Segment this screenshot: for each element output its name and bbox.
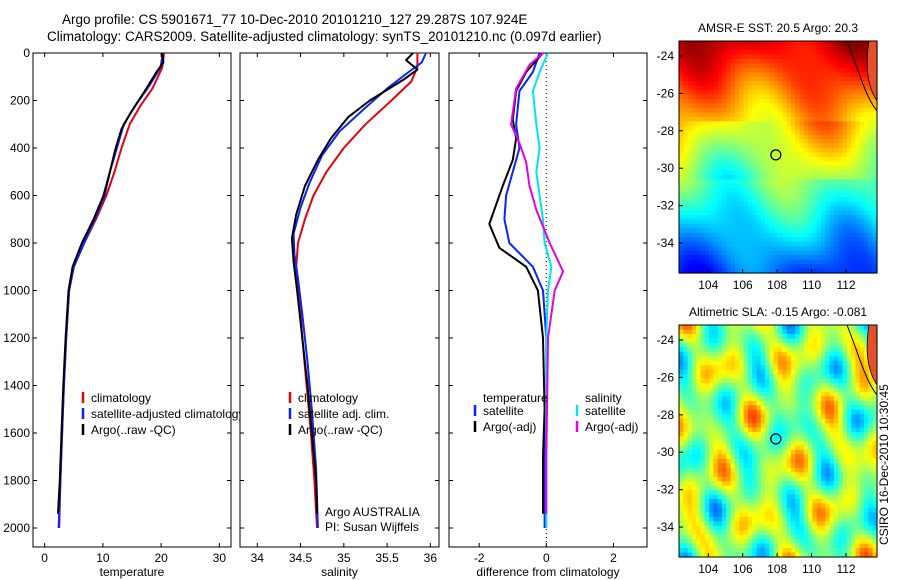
y-tick-label: 1600 bbox=[3, 426, 30, 440]
coastline bbox=[846, 40, 878, 112]
map-x-tick-label: 108 bbox=[767, 278, 787, 292]
x-tick-label: 34 bbox=[251, 551, 265, 565]
series-line-argo-raw-qc bbox=[290, 52, 419, 514]
sst_map-frame bbox=[678, 40, 878, 274]
y-tick-label: 2000 bbox=[3, 521, 30, 535]
map-x-tick-label: 108 bbox=[767, 562, 787, 576]
y-tick-label: 1200 bbox=[3, 331, 30, 345]
sst_map-raster bbox=[679, 41, 878, 274]
map-y-tick-label: -28 bbox=[657, 124, 675, 138]
sst_map-title: AMSR-E SST: 20.5 Argo: 20.3 bbox=[698, 21, 858, 35]
legend-entry-label: satellite bbox=[483, 404, 524, 418]
y-tick-label: 400 bbox=[10, 141, 30, 155]
salinity-x-axis-label: salinity bbox=[321, 565, 358, 579]
legend-entry-label: satellite-adjusted climatology bbox=[91, 407, 244, 421]
series-line-satellite-adj-clim bbox=[292, 52, 427, 529]
map-y-tick-label: -24 bbox=[657, 333, 675, 347]
y-tick-label: 1000 bbox=[3, 284, 30, 298]
map-y-tick-label: -24 bbox=[657, 49, 675, 63]
salinity-panel: 34 34.5 35 35.5 36 salinity climatology satelli… bbox=[239, 52, 440, 579]
legend-entry-label: climatology bbox=[298, 391, 358, 405]
x-tick-label: 35.5 bbox=[375, 551, 399, 565]
series-line-argo-raw-qc bbox=[57, 52, 165, 514]
sla_map-raster bbox=[679, 325, 878, 558]
y-tick-label: 1800 bbox=[3, 474, 30, 488]
argo-float-marker bbox=[770, 433, 782, 445]
y-tick-label: 600 bbox=[10, 189, 30, 203]
legend-entry-label: Argo(..raw -QC) bbox=[298, 423, 383, 437]
y-tick-label: 800 bbox=[10, 236, 30, 250]
panel-annotation: Argo AUSTRALIA bbox=[325, 505, 420, 519]
x-tick-label: 30 bbox=[213, 551, 227, 565]
map-y-tick-label: -28 bbox=[657, 408, 675, 422]
sla_map-title: Altimetric SLA: -0.15 Argo: -0.081 bbox=[689, 305, 867, 319]
map-x-tick-label: 104 bbox=[698, 562, 718, 576]
legend-entry-label: satellite bbox=[585, 404, 626, 418]
map-y-tick-label: -32 bbox=[657, 483, 675, 497]
map-y-tick-label: -30 bbox=[657, 445, 675, 459]
y-tick-label: 1400 bbox=[3, 379, 30, 393]
x-tick-label: 0 bbox=[543, 551, 550, 565]
temperature-x-axis-label: temperature bbox=[100, 565, 165, 579]
map-x-tick-label: 112 bbox=[836, 278, 855, 292]
temperature-panel: 0 10 20 30 0 200 400 600 800 1000 1200 1400 1600 1800… bbox=[3, 46, 244, 579]
figure-title-line-2: Climatology: CARS2009. Satellite-adjuste… bbox=[47, 29, 602, 44]
legend-entry-label: Argo(-adj) bbox=[585, 420, 638, 434]
series-line-salinity-satellite bbox=[531, 52, 553, 528]
figure-title-line-1: Argo profile: CS 5901671_77 10-Dec-2010 … bbox=[62, 12, 528, 27]
difference-x-axis-label: difference from climatology bbox=[476, 565, 619, 579]
x-tick-label: -2 bbox=[474, 551, 485, 565]
sla-map-panel: 104 106 108 110 112 -24 -26 -28 -30 -32 -34 Altimet… bbox=[657, 305, 878, 576]
map-x-tick-label: 106 bbox=[733, 562, 753, 576]
panel-annotation: PI: Susan Wijffels bbox=[325, 520, 419, 534]
map-y-tick-label: -30 bbox=[657, 161, 675, 175]
x-tick-label: 10 bbox=[96, 551, 110, 565]
x-tick-label: 34.5 bbox=[289, 551, 313, 565]
series-line-salinity-argo-adj bbox=[510, 52, 565, 514]
y-tick-label: 200 bbox=[10, 94, 30, 108]
legend-group-heading-temperature: temperature bbox=[483, 391, 548, 405]
map-y-tick-label: -26 bbox=[657, 86, 675, 100]
map-x-tick-label: 110 bbox=[802, 278, 821, 292]
legend-entry-label: Argo(-adj) bbox=[483, 420, 536, 434]
y-tick-label: 0 bbox=[23, 46, 30, 60]
legend-entry-label: Argo(..raw -QC) bbox=[91, 423, 176, 437]
coastline bbox=[846, 324, 878, 396]
temperature-axes-frame bbox=[32, 52, 232, 548]
legend-group-heading-salinity: salinity bbox=[585, 391, 622, 405]
map-x-tick-label: 112 bbox=[836, 562, 855, 576]
x-tick-label: 35 bbox=[337, 551, 351, 565]
legend-entry-label: satellite adj. clim. bbox=[298, 407, 389, 421]
map-x-tick-label: 104 bbox=[698, 278, 718, 292]
map-y-tick-label: -34 bbox=[657, 520, 675, 534]
map-y-tick-label: -34 bbox=[657, 236, 675, 250]
x-tick-label: 20 bbox=[154, 551, 168, 565]
sla_map-frame bbox=[678, 324, 878, 558]
x-tick-label: 36 bbox=[424, 551, 438, 565]
map-x-tick-label: 110 bbox=[802, 562, 821, 576]
x-tick-label: 2 bbox=[610, 551, 617, 565]
map-y-tick-label: -26 bbox=[657, 370, 675, 384]
sst-map-panel: 104 106 108 110 112 -24 -26 -28 -30 -32 -34 AMSR-E … bbox=[657, 21, 878, 292]
argo-float-marker bbox=[770, 149, 782, 161]
map-x-tick-label: 106 bbox=[733, 278, 753, 292]
map-y-tick-label: -32 bbox=[657, 199, 675, 213]
x-tick-label: 0 bbox=[41, 551, 48, 565]
legend-entry-label: climatology bbox=[91, 391, 151, 405]
salinity-axes-frame bbox=[239, 52, 440, 548]
